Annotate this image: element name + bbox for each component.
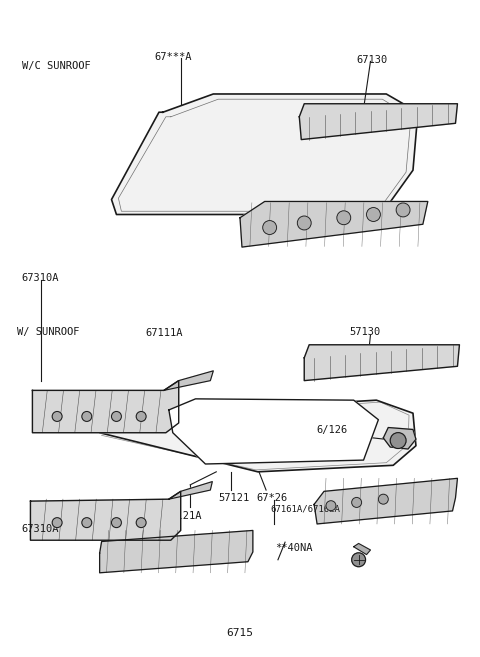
Polygon shape [384, 428, 416, 449]
Polygon shape [300, 104, 457, 139]
Text: 6715: 6715 [227, 628, 253, 638]
Circle shape [263, 221, 276, 235]
Polygon shape [90, 400, 416, 472]
Polygon shape [164, 371, 213, 390]
Circle shape [82, 518, 92, 528]
Circle shape [82, 411, 92, 421]
Circle shape [352, 553, 366, 567]
Polygon shape [169, 399, 378, 464]
Circle shape [390, 432, 406, 449]
Circle shape [378, 494, 388, 504]
Polygon shape [240, 202, 428, 247]
Text: **40NA: **40NA [276, 543, 313, 553]
Polygon shape [111, 94, 418, 214]
Circle shape [136, 518, 146, 528]
Circle shape [396, 203, 410, 217]
Circle shape [367, 208, 380, 221]
Circle shape [337, 211, 351, 225]
Text: 67***A: 67***A [155, 52, 192, 62]
Polygon shape [304, 345, 459, 380]
Circle shape [326, 501, 336, 510]
Text: 67130: 67130 [356, 55, 387, 65]
Circle shape [136, 411, 146, 421]
Text: 57121: 57121 [219, 493, 250, 503]
Text: 57130: 57130 [349, 327, 380, 337]
Text: 67161A/67162A: 67161A/67162A [271, 505, 341, 513]
Polygon shape [30, 491, 180, 540]
Circle shape [352, 497, 361, 507]
Polygon shape [354, 543, 371, 555]
Polygon shape [314, 478, 457, 524]
Text: 67310A: 67310A [22, 524, 59, 534]
Circle shape [52, 411, 62, 421]
Circle shape [111, 518, 121, 528]
Text: W/C SUNROOF: W/C SUNROOF [22, 61, 91, 72]
Polygon shape [169, 482, 212, 499]
Text: 6/126: 6/126 [316, 425, 347, 435]
Text: 67310A: 67310A [22, 273, 59, 283]
Circle shape [52, 518, 62, 528]
Polygon shape [100, 530, 253, 573]
Text: 67*26: 67*26 [257, 493, 288, 503]
Circle shape [297, 216, 311, 230]
Circle shape [111, 411, 121, 421]
Text: 57121A: 57121A [164, 511, 202, 521]
Text: W/ SUNROOF: W/ SUNROOF [17, 327, 80, 337]
Text: 67111A: 67111A [145, 328, 182, 338]
Polygon shape [33, 380, 179, 433]
